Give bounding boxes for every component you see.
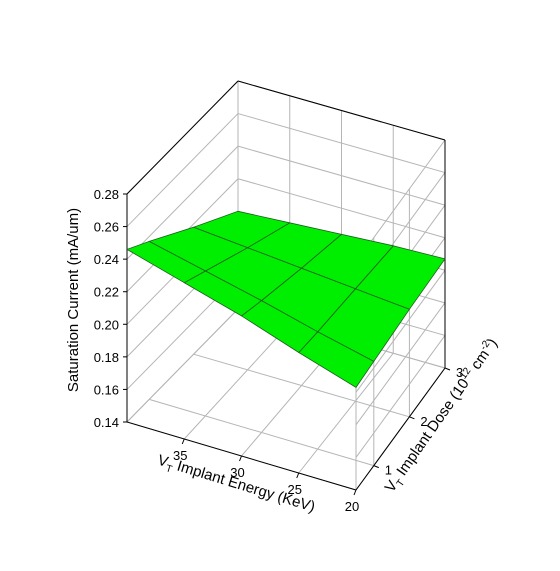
- tick-labels: 0.14 0.16 0.18 0.20 0.22 0.24 0.26 0.28 35 30 25 20…: [94, 187, 464, 514]
- floor-grid-line: [183, 323, 291, 440]
- axes: [123, 80, 451, 496]
- x-tick-label: 30: [230, 465, 244, 480]
- surface: [126, 210, 446, 388]
- x-tick-mark: [296, 472, 300, 479]
- y-tick-label: 2: [420, 414, 427, 429]
- x-tick-label: 20: [345, 499, 359, 514]
- floor-grid-line: [193, 353, 410, 418]
- y-tick-label: 3: [456, 365, 463, 380]
- z-tick-label: 0.18: [94, 350, 119, 365]
- z-tick-label: 0.14: [94, 415, 119, 430]
- x-tick-mark: [353, 489, 357, 496]
- z-tick-label: 0.16: [94, 382, 119, 397]
- y-tick-mark: [444, 367, 451, 371]
- back-wall-grid-line: [237, 178, 446, 239]
- back-wall-grid-line: [237, 145, 446, 206]
- x-tick-label: 25: [288, 482, 302, 497]
- box-edge: [237, 80, 446, 141]
- z-tick-label: 0.22: [94, 285, 119, 300]
- z-tick-label: 0.20: [94, 317, 119, 332]
- x-tick-mark: [239, 455, 242, 462]
- floor-grid-line: [126, 308, 239, 423]
- y-tick-label: 1: [385, 463, 392, 478]
- side-wall-grid-line: [355, 302, 446, 426]
- z-tick-label: 0.24: [94, 252, 119, 267]
- box-edge: [126, 80, 239, 195]
- y-tick-mark: [373, 465, 379, 469]
- left-wall-grid-line: [126, 145, 239, 260]
- x-tick-mark: [181, 438, 185, 445]
- surface-patch: [126, 240, 207, 284]
- back-wall-grid-line: [237, 113, 446, 174]
- box-edge: [355, 367, 446, 491]
- y-tick-mark: [409, 416, 415, 420]
- x-tick-label: 35: [173, 448, 187, 463]
- side-wall-grid-line: [355, 335, 446, 458]
- z-tick-label: 0.26: [94, 220, 119, 235]
- floor-grid-line: [149, 398, 374, 467]
- left-wall-grid-line: [126, 113, 239, 227]
- side-wall-grid-line: [355, 269, 446, 393]
- y-axis-label: VT Implant Dose (1012 cm-2): [381, 335, 504, 498]
- floor-grid-line: [298, 352, 394, 474]
- z-tick-label: 0.28: [94, 187, 119, 202]
- z-axis-label: Saturation Current (mA/um): [65, 208, 82, 392]
